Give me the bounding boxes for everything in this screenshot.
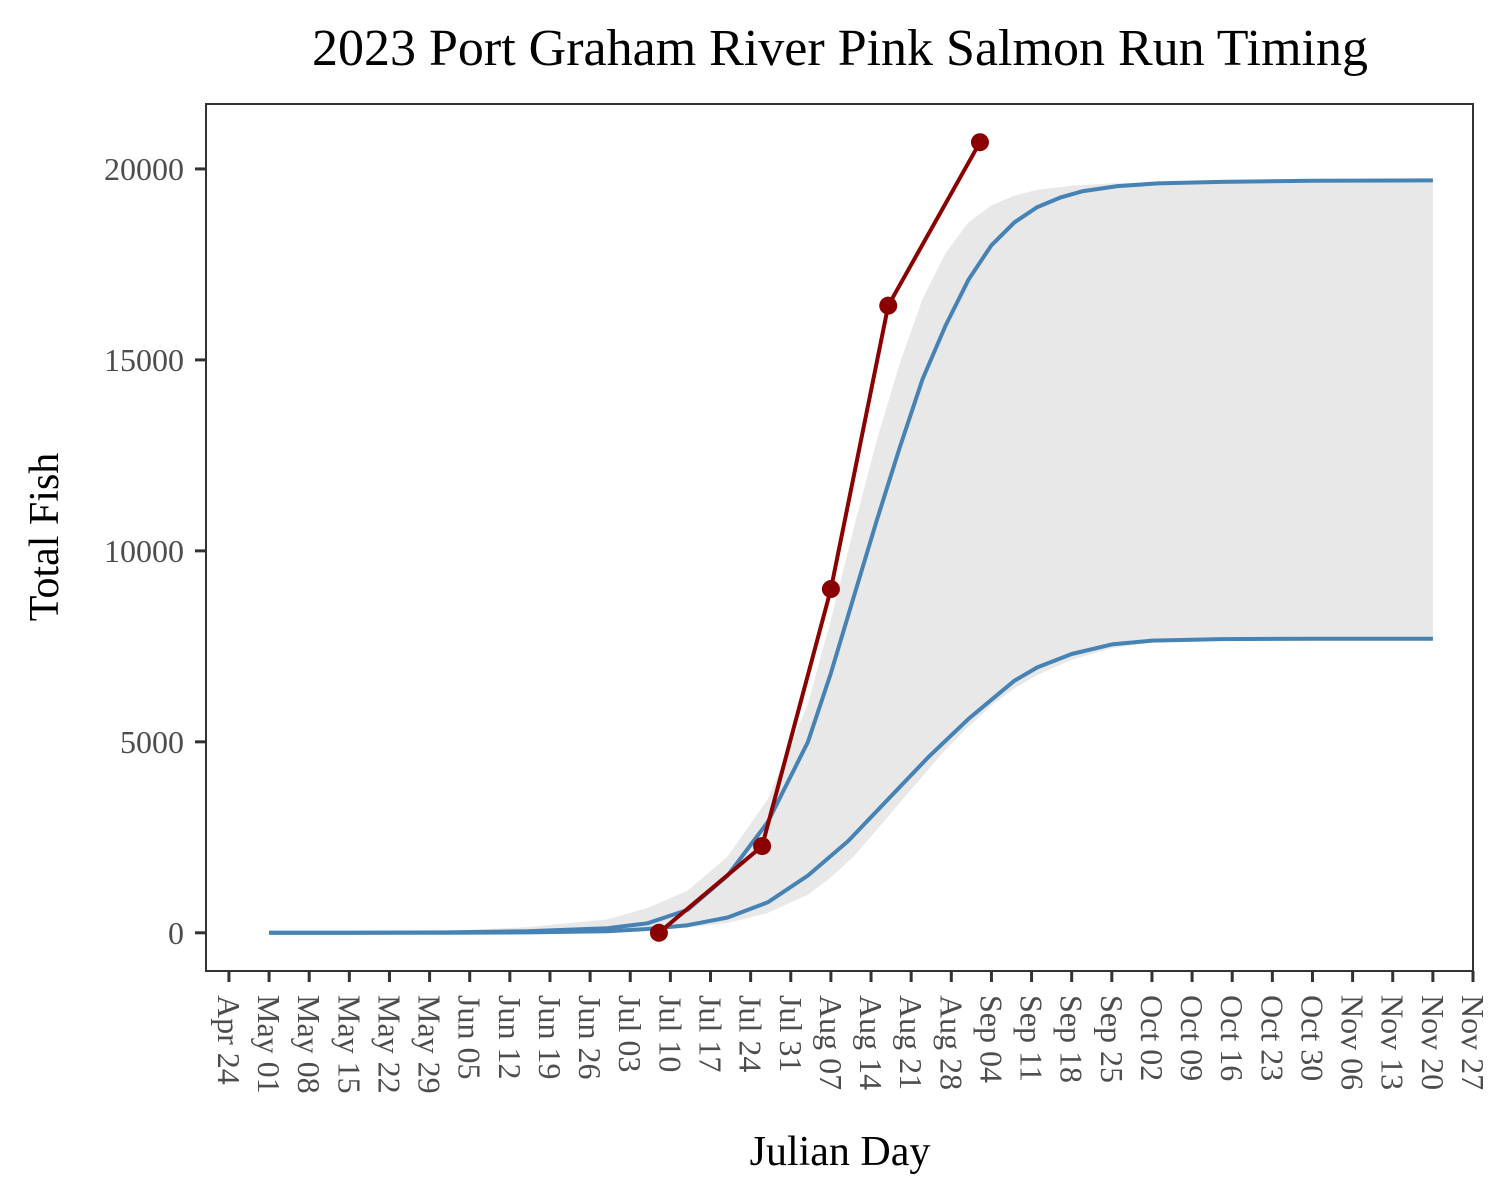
x-tick-label: Jul 10 [652, 995, 688, 1072]
chart-title: 2023 Port Graham River Pink Salmon Run T… [312, 20, 1368, 77]
upper-projection-line [269, 178, 1433, 935]
x-tick-label: Oct 16 [1214, 995, 1250, 1081]
x-tick-label: Jul 31 [773, 995, 809, 1072]
x-tick-label: Oct 09 [1174, 995, 1210, 1081]
y-tick-label: 5000 [120, 724, 184, 760]
y-tick-label: 0 [168, 915, 184, 951]
x-tick-label: Apr 24 [211, 995, 247, 1085]
x-tick-label: Jun 19 [532, 995, 568, 1079]
x-tick-label: Jun 12 [492, 995, 528, 1079]
x-tick-label: May 01 [251, 995, 287, 1094]
x-tick-label: Jun 05 [452, 995, 488, 1079]
y-tick-label: 10000 [104, 533, 184, 569]
x-tick-label: Aug 21 [893, 995, 929, 1090]
x-tick-label: Oct 02 [1134, 995, 1170, 1081]
x-tick-label: Aug 14 [853, 995, 889, 1090]
observed-point [753, 837, 772, 856]
x-tick-label: May 08 [291, 995, 327, 1094]
x-tick-label: Nov 13 [1375, 995, 1411, 1090]
x-tick-label: Nov 20 [1415, 995, 1451, 1090]
observed-point [821, 580, 840, 599]
x-tick-label: Sep 18 [1054, 995, 1090, 1083]
x-tick-label: May 22 [372, 995, 408, 1094]
x-tick-label: Jul 24 [733, 995, 769, 1072]
x-tick-label: Jun 26 [572, 995, 608, 1079]
plot-panel [205, 103, 1474, 972]
observed-point [879, 296, 898, 315]
x-tick-label: Sep 11 [1014, 995, 1050, 1082]
x-tick-label: Sep 25 [1094, 995, 1130, 1083]
x-tick-label: Jul 17 [693, 995, 729, 1072]
observed-point [970, 133, 989, 152]
x-tick-label: Oct 23 [1254, 995, 1290, 1081]
x-tick-label: Nov 06 [1335, 995, 1371, 1090]
x-tick-label: Nov 27 [1455, 995, 1491, 1090]
x-tick-label: Aug 28 [933, 995, 969, 1090]
y-axis-title: Total Fish [22, 453, 68, 622]
x-tick-label: Jul 03 [612, 995, 648, 1072]
x-axis-title: Julian Day [750, 1129, 931, 1175]
y-tick-label: 20000 [104, 151, 184, 187]
x-tick-label: Sep 04 [973, 995, 1009, 1083]
y-tick-label: 15000 [104, 342, 184, 378]
x-tick-label: Oct 30 [1295, 995, 1331, 1081]
x-tick-label: May 15 [331, 995, 367, 1094]
x-tick-label: Aug 07 [813, 995, 849, 1090]
confidence-band [269, 180, 1433, 933]
x-tick-label: May 29 [412, 995, 448, 1094]
lower-projection-line [269, 636, 1433, 935]
observed-point [649, 923, 668, 942]
